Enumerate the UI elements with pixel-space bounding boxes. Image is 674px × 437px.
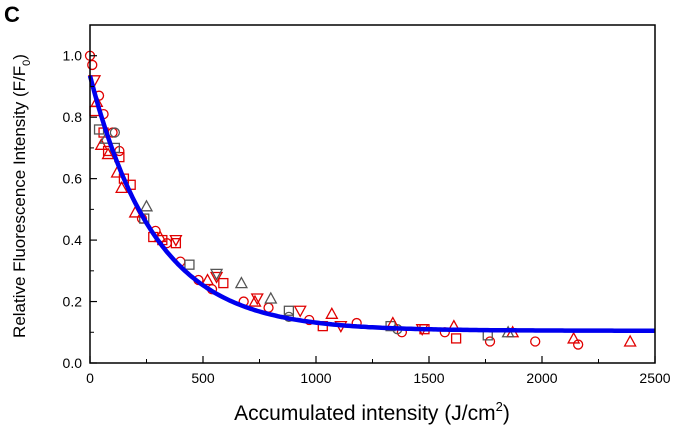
y-axis-label-main: Relative Fluorescence Intensity (F/F xyxy=(10,66,29,338)
x-tick-label: 0 xyxy=(86,370,94,386)
fit-curve xyxy=(87,75,655,333)
down-triangle-red-marker xyxy=(250,293,264,306)
x-tick-label: 500 xyxy=(191,370,215,386)
y-tick-label: 0.2 xyxy=(63,294,83,310)
y-axis-label-end: ) xyxy=(10,54,29,60)
down-triangle-gray-marker xyxy=(209,268,224,281)
circle-gray-marker xyxy=(109,127,121,138)
triangle-red-marker xyxy=(94,137,108,150)
square-gray-marker xyxy=(283,305,295,316)
square-gray-marker xyxy=(184,259,195,270)
circle-red-marker xyxy=(484,336,496,347)
circle-red-marker xyxy=(87,59,98,71)
y-axis-ticks: 0.0 0.2 0.4 0.6 0.8 1.0 xyxy=(63,24,97,371)
triangle-red-marker xyxy=(567,331,581,344)
triangle-red-marker xyxy=(248,294,262,307)
x-tick-label: 1500 xyxy=(413,370,444,386)
down-triangle-red-marker xyxy=(209,271,224,284)
x-tick-label: 2000 xyxy=(526,370,557,386)
data-markers xyxy=(84,50,637,350)
plot-frame xyxy=(89,24,656,364)
y-axis-label: Relative Fluorescence Intensity (F/F0) xyxy=(10,54,33,338)
triangle-gray-marker xyxy=(234,276,249,289)
circle-red-marker xyxy=(530,336,541,347)
square-red-marker xyxy=(170,238,182,249)
triangle-red-marker xyxy=(325,306,339,319)
square-red-marker xyxy=(218,277,229,289)
x-axis-label: Accumulated intensity (J/cm2) xyxy=(234,399,510,425)
panel-label: C xyxy=(4,2,20,27)
square-red-marker xyxy=(450,333,462,344)
x-axis-ticks: 0 500 1000 1500 2000 2500 xyxy=(86,356,671,386)
triangle-red-marker xyxy=(623,334,637,347)
triangle-red-marker xyxy=(200,273,215,286)
y-tick-label: 0.6 xyxy=(63,171,83,187)
triangle-gray-marker xyxy=(139,199,154,212)
down-triangle-red-marker xyxy=(169,234,183,247)
x-axis-label-main: Accumulated intensity (J/cm xyxy=(234,402,495,425)
x-axis-label-end: ) xyxy=(503,402,510,425)
x-tick-label: 2500 xyxy=(639,370,670,386)
x-tick-label: 1000 xyxy=(300,370,331,386)
y-tick-label: 0.0 xyxy=(63,355,83,371)
y-tick-label: 1.0 xyxy=(63,48,83,64)
triangle-red-marker xyxy=(101,147,115,160)
x-axis-label-sup: 2 xyxy=(496,399,503,414)
y-tick-label: 0.8 xyxy=(63,109,83,125)
y-tick-label: 0.4 xyxy=(63,232,83,248)
down-triangle-red-marker xyxy=(293,305,307,318)
triangle-red-marker xyxy=(115,181,129,194)
y-axis-label-sub: 0 xyxy=(21,60,33,66)
triangle-gray-marker xyxy=(264,291,278,304)
